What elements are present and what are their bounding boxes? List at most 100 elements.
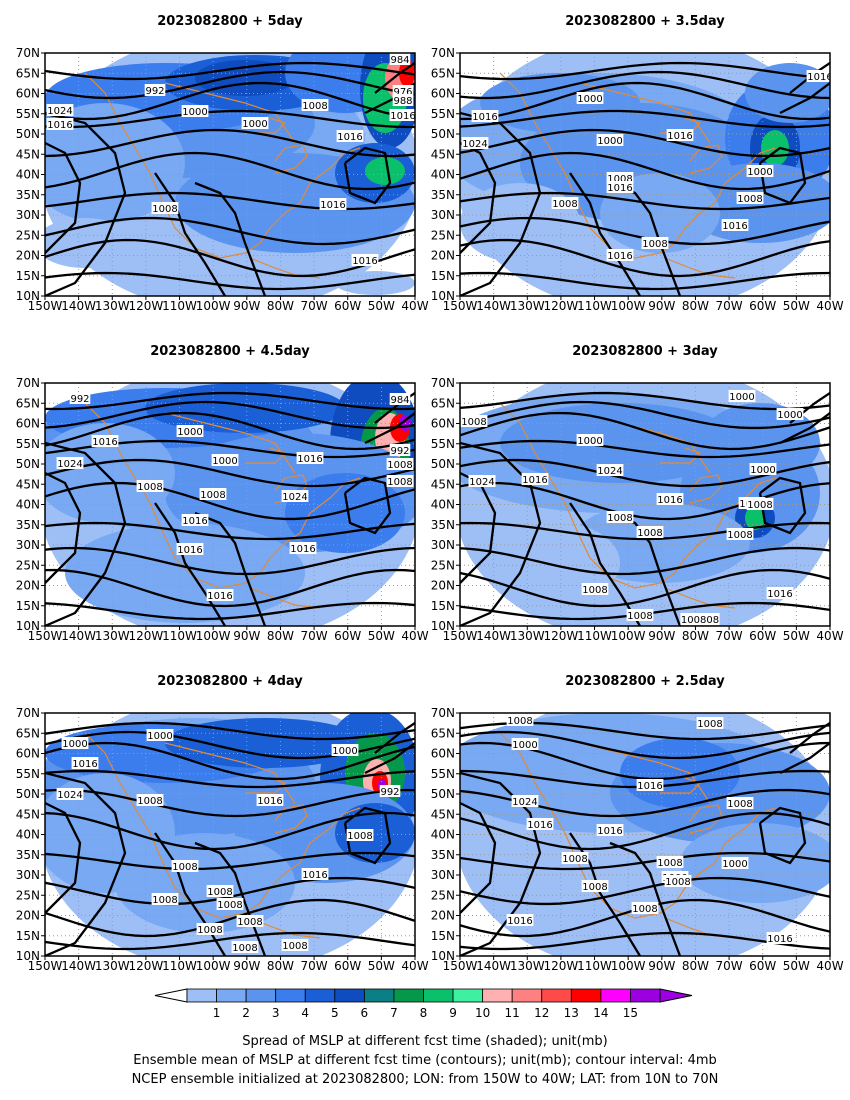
mslp-contour xyxy=(343,476,392,535)
contour-label: 1008 xyxy=(152,204,177,215)
contour-label: 1024 xyxy=(57,790,82,801)
contour-label-bg xyxy=(766,587,794,599)
lon-tick-label: 80W xyxy=(682,629,709,643)
caption-line-1: Spread of MSLP at different fcst time (s… xyxy=(242,1034,607,1049)
contour-label-bg xyxy=(206,885,234,897)
contour-label: 1008 xyxy=(637,528,662,539)
lon-tick-label: 100W xyxy=(611,959,646,973)
mslp-contour xyxy=(460,61,830,81)
spread-shading xyxy=(480,73,640,133)
lon-tick-label: 140W xyxy=(61,629,96,643)
contour-label-bg xyxy=(199,488,227,500)
lat-tick-label: 70N xyxy=(16,376,40,390)
mslp-contour xyxy=(460,109,830,129)
contour-label-bg xyxy=(656,493,684,505)
lat-tick-label: 55N xyxy=(16,107,40,121)
panel-title: 2023082800 + 2.5day xyxy=(565,674,725,689)
contour-label: 1008 xyxy=(137,482,162,493)
contour-label: 1008 xyxy=(282,941,307,952)
lon-tick-label: 150W xyxy=(28,629,63,643)
contour-label-bg xyxy=(736,192,764,204)
contour-label-bg xyxy=(231,941,259,953)
coastline xyxy=(274,144,308,174)
mslp-contour xyxy=(460,151,830,191)
mslp-contour xyxy=(364,742,415,775)
lat-tick-label: 60N xyxy=(16,87,40,101)
colorbar-swatch xyxy=(511,988,543,1003)
contour-label-bg xyxy=(606,511,634,523)
contour-label: 1016 xyxy=(507,916,532,927)
contour-label-bg xyxy=(144,84,166,96)
lon-tick-label: 70W xyxy=(716,959,743,973)
colorbar-low-arrow xyxy=(154,988,188,1003)
lon-tick-label: 150W xyxy=(443,299,478,313)
contour-label: 1008 xyxy=(347,831,372,842)
lat-tick-label: 25N xyxy=(16,558,40,572)
contour-label: 1024 xyxy=(57,459,82,470)
caption: Spread of MSLP at different fcst time (s… xyxy=(132,1034,719,1087)
lat-tick-label: 60N xyxy=(431,87,455,101)
contour-label-bg xyxy=(726,797,754,809)
map-panel-6: 2023082800 + 2.5day 1008 1008 1000 1016 1024 1… xyxy=(431,674,844,973)
colorbar-label: 7 xyxy=(390,1006,398,1020)
lon-tick-label: 150W xyxy=(28,959,63,973)
contour-label-bg xyxy=(561,852,589,864)
map-panel-1: 2023082800 + 5day 984 992 1000 1000 1008 1016 1… xyxy=(16,14,429,313)
colorbar-label: 14 xyxy=(593,1006,608,1020)
contour-label: 1000 xyxy=(722,859,747,870)
lon-tick-label: 120W xyxy=(544,959,579,973)
lon-tick-label: 110W xyxy=(577,629,612,643)
lon-tick-label: 110W xyxy=(162,959,197,973)
coastline xyxy=(259,477,361,574)
lat-tick-label: 30N xyxy=(431,538,455,552)
contour-label-bg xyxy=(281,939,309,951)
contour-label: 1008 xyxy=(727,530,752,541)
lat-tick-label: 25N xyxy=(431,228,455,242)
lon-tick-label: 90W xyxy=(233,299,260,313)
contour-label-bg xyxy=(386,458,414,470)
lat-tick-label: 50N xyxy=(431,787,455,801)
contour-label: 1008 xyxy=(747,500,772,511)
lon-tick-label: 80W xyxy=(682,299,709,313)
mslp-contour xyxy=(45,741,415,781)
mslp-contour xyxy=(45,128,415,158)
lat-tick-label: 20N xyxy=(431,909,455,923)
lon-tick-label: 90W xyxy=(233,959,260,973)
contour-label-bg xyxy=(146,729,174,741)
contour-label-bg xyxy=(721,857,749,869)
mslp-contour xyxy=(460,271,830,291)
contour-label-bg xyxy=(766,932,794,944)
lon-tick-label: 40W xyxy=(401,959,428,973)
lat-tick-label: 35N xyxy=(16,848,40,862)
contour-label-bg xyxy=(241,117,269,129)
mslp-contour xyxy=(460,411,830,451)
colorbar-swatch xyxy=(570,988,602,1003)
contour-label-bg xyxy=(61,737,89,749)
contour-label-bg xyxy=(181,514,209,526)
contour-label-bg xyxy=(596,824,624,836)
contour-label: 1016 xyxy=(320,200,345,211)
mslp-contour xyxy=(45,931,415,951)
lon-tick-label: 140W xyxy=(61,959,96,973)
mslp-contour xyxy=(569,172,641,296)
lat-tick-label: 60N xyxy=(16,417,40,431)
caption-line-2: Ensemble mean of MSLP at different fcst … xyxy=(133,1053,717,1068)
contour-label-bg xyxy=(176,543,204,555)
map-panel-5: 2023082800 + 4day 1000 1000 1016 1024 1008 101… xyxy=(16,674,429,973)
lon-tick-label: 120W xyxy=(129,299,164,313)
lon-tick-label: 100W xyxy=(196,959,231,973)
lon-tick-label: 150W xyxy=(443,629,478,643)
lon-tick-label: 50W xyxy=(783,299,810,313)
coastline xyxy=(660,777,702,794)
lat-tick-label: 40N xyxy=(431,168,455,182)
coastline xyxy=(249,587,321,609)
contour-label: 1016 xyxy=(527,820,552,831)
mslp-contour xyxy=(45,61,415,81)
contour-label: 1024 xyxy=(282,492,307,503)
colorbar-label: 6 xyxy=(361,1006,369,1020)
lat-tick-label: 50N xyxy=(16,127,40,141)
lon-tick-label: 80W xyxy=(267,959,294,973)
contour-label: 1000 xyxy=(512,740,537,751)
mslp-contour xyxy=(45,441,127,626)
